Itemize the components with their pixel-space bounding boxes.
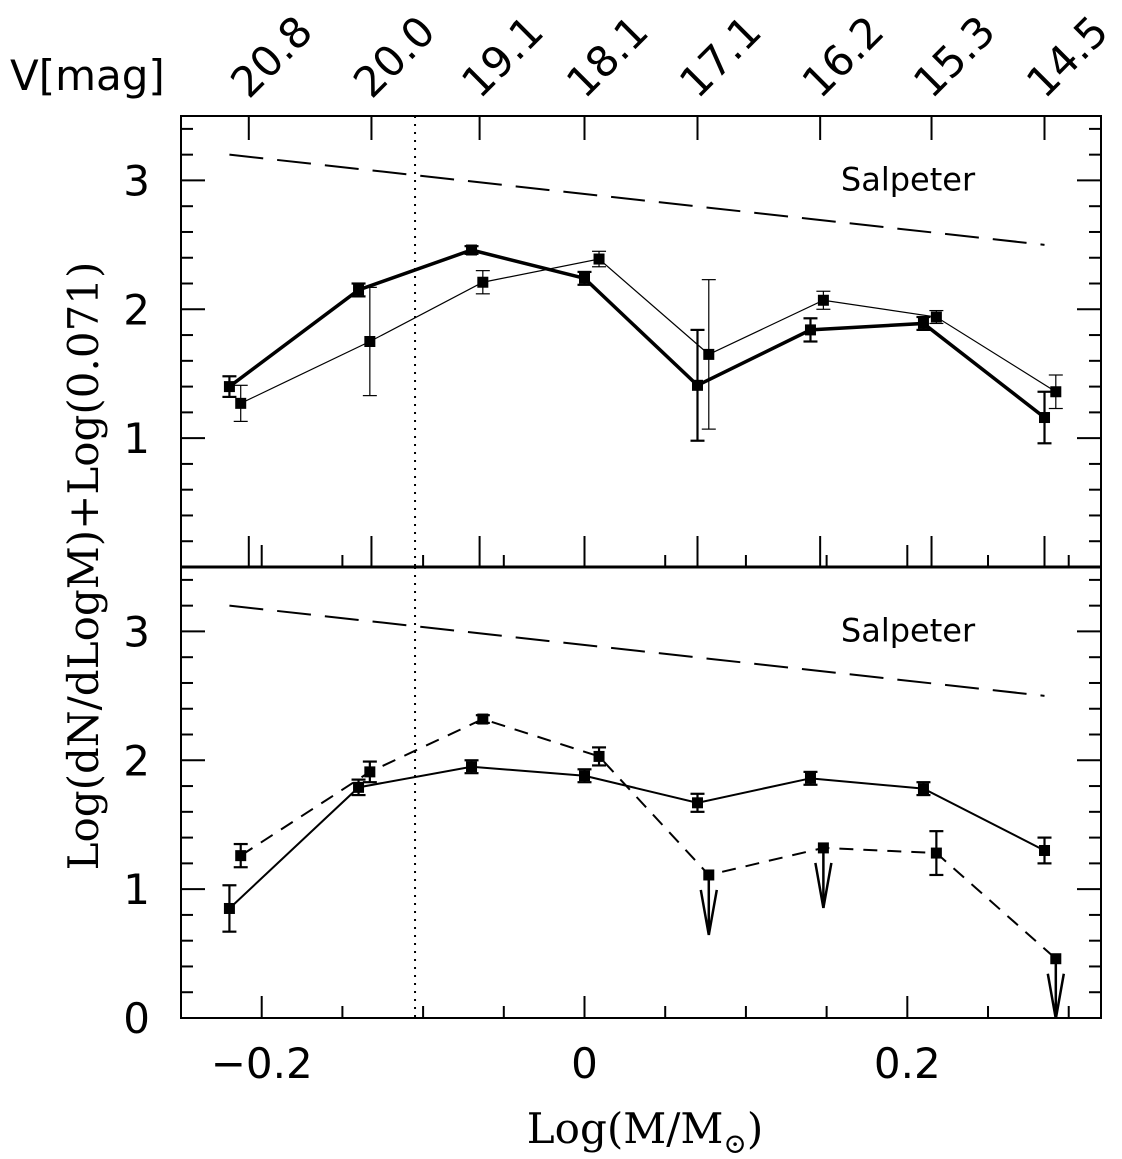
data-point xyxy=(817,294,829,306)
data-point xyxy=(917,317,929,329)
salpeter-label: Salpeter xyxy=(841,611,976,649)
data-point xyxy=(1050,953,1062,965)
salpeter-line xyxy=(229,153,1045,246)
data-point xyxy=(917,783,929,795)
top-axis-label: V[mag] xyxy=(10,51,165,100)
data-point xyxy=(235,850,247,862)
top-axis-tick-label: 18.1 xyxy=(557,6,658,107)
data-point xyxy=(817,842,829,854)
data-point xyxy=(353,284,365,296)
data-point xyxy=(804,324,816,336)
series-line-thin xyxy=(240,258,1057,404)
y-tick-label: 0 xyxy=(123,994,150,1043)
y-tick-label: 2 xyxy=(123,736,150,785)
data-point xyxy=(1039,412,1051,424)
data-point xyxy=(1039,844,1051,856)
data-point xyxy=(477,713,489,725)
data-point xyxy=(235,397,247,409)
data-point xyxy=(223,381,235,393)
axes-layer xyxy=(180,115,1102,1019)
x-tick-label: 0 xyxy=(571,1039,598,1088)
x-tick-label: −0.2 xyxy=(211,1039,313,1088)
y-tick-label: 1 xyxy=(123,414,150,463)
data-point xyxy=(466,761,478,773)
x-axis-label-close: ) xyxy=(747,1104,763,1153)
data-point xyxy=(364,766,376,778)
upper-limit-arrow xyxy=(1046,973,1066,1019)
y-tick-label: 3 xyxy=(123,156,150,205)
top-axis-tick-label: 17.1 xyxy=(670,6,771,107)
x-axis-label-main: Log(M/M xyxy=(527,1104,724,1153)
data-point xyxy=(691,797,703,809)
data-point xyxy=(364,336,376,347)
data-point xyxy=(930,311,942,323)
salpeter-label: Salpeter xyxy=(841,160,976,198)
y-tick-label: 2 xyxy=(123,285,150,334)
y-tick-label: 1 xyxy=(123,865,150,914)
series-line-dashed xyxy=(240,717,1057,960)
data-point xyxy=(593,750,605,762)
x-axis-label: Log(M/M⊙) xyxy=(527,1104,763,1159)
x-axis-label-sub: ⊙ xyxy=(723,1127,746,1159)
top-axis-tick-label: 14.5 xyxy=(1017,6,1118,107)
data-point xyxy=(477,276,489,288)
upper-limit-arrow xyxy=(814,862,833,909)
y-tick-label: 3 xyxy=(123,607,150,656)
data-point xyxy=(703,348,715,360)
data-point xyxy=(804,772,816,784)
data-point xyxy=(579,770,591,782)
data-point xyxy=(930,847,942,859)
data-point xyxy=(579,272,591,284)
labels-layer: V[mag] Log(M/M⊙) Log(dN/dLogM)+Log(0.071… xyxy=(10,6,1118,1159)
y-axis-label: Log(dN/dLogM)+Log(0.071) xyxy=(59,262,108,871)
upper-limit-arrow xyxy=(699,889,719,936)
marks-layer xyxy=(222,116,1066,1019)
series-line-solid xyxy=(228,765,1045,910)
top-axis-tick-label: 20.0 xyxy=(344,6,445,107)
data-point xyxy=(703,869,715,881)
top-axis-tick-label: 20.8 xyxy=(221,6,322,107)
salpeter-line xyxy=(229,604,1045,697)
data-point xyxy=(353,781,365,793)
top-axis-tick-label: 16.2 xyxy=(793,6,894,107)
top-axis-tick-label: 15.3 xyxy=(904,6,1005,107)
x-tick-label: 0.2 xyxy=(874,1039,941,1088)
data-point xyxy=(1050,386,1062,398)
series-line-thick xyxy=(228,248,1046,419)
data-point xyxy=(223,902,235,914)
data-point xyxy=(593,253,605,265)
top-axis-tick-label: 19.1 xyxy=(452,6,553,107)
data-point xyxy=(466,244,478,256)
data-point xyxy=(691,379,703,391)
